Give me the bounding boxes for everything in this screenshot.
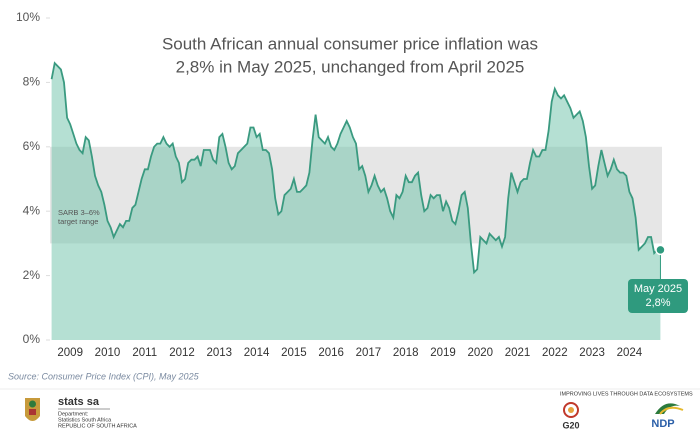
g20-logo <box>563 402 579 418</box>
line <box>50 61 661 275</box>
department: Department: <box>58 411 89 417</box>
x-tick-label: 2014 <box>244 347 270 359</box>
coat-of-arms <box>25 398 40 421</box>
x-tick-label: 2011 <box>132 347 157 359</box>
annotation: May 2025 <box>634 283 682 295</box>
x-tick-label: 2012 <box>169 347 195 359</box>
x-tick-label: 2013 <box>207 347 233 359</box>
x-tick-label: 2009 <box>57 347 83 359</box>
ndp-logo <box>655 403 684 415</box>
area <box>51 63 661 340</box>
country: REPUBLIC OF SOUTH AFRICA <box>58 423 137 429</box>
band-label: target range <box>58 217 98 226</box>
x-tick-label: 2010 <box>95 347 121 359</box>
x-tick-label: 2024 <box>617 347 643 359</box>
annotation: 2,8% <box>645 297 670 309</box>
annotation-box <box>628 279 688 313</box>
y-tick-label: 8% <box>23 75 41 89</box>
x-tick-label: 2015 <box>281 347 307 359</box>
x-tick-label: 2017 <box>356 347 382 359</box>
chart-title: South African annual consumer price infl… <box>162 34 538 53</box>
brand: stats sa <box>58 396 100 408</box>
x-tick-label: 2016 <box>318 347 344 359</box>
band-label: SARB 3–6% <box>58 208 100 217</box>
x-tick-label: 2021 <box>505 347 531 359</box>
x-tick-label: 2019 <box>430 347 456 359</box>
y-tick-label: 6% <box>23 139 41 153</box>
chart-title: 2,8% in May 2025, unchanged from April 2… <box>176 57 525 76</box>
last-point <box>655 244 666 256</box>
source: Source: Consumer Price Index (CPI), May … <box>8 371 200 381</box>
dept-name: Statistics South Africa <box>58 417 112 423</box>
y-tick-label: 4% <box>23 203 41 217</box>
slogan: IMPROVING LIVES THROUGH DATA ECOSYSTEMS <box>560 391 693 397</box>
x-tick-label: 2018 <box>393 347 419 359</box>
y-tick-label: 2% <box>23 268 41 282</box>
x-tick-label: 2020 <box>467 347 493 359</box>
x-tick-label: 2023 <box>579 347 605 359</box>
g20: G20 <box>562 420 579 430</box>
y-tick-label: 10% <box>16 10 40 24</box>
y-tick-label: 0% <box>23 332 41 346</box>
plot: 0% 2% 4% 6% 8% 10% SARB 3–6%target range 2009 20… <box>16 10 688 359</box>
x-tick-label: 2022 <box>542 347 568 359</box>
ndp: NDP <box>651 418 674 430</box>
